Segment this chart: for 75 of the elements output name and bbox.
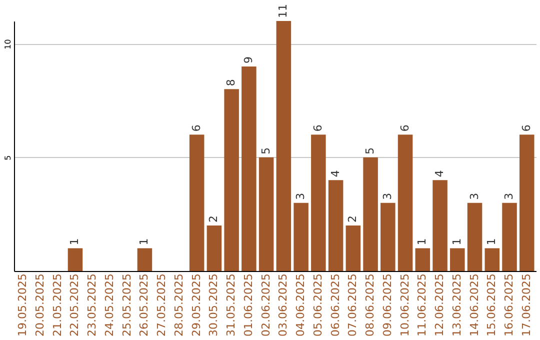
- data-label: 4: [328, 170, 342, 178]
- bar: [189, 134, 204, 271]
- bar: [258, 157, 274, 271]
- x-tick-label: 22.05.2025: [68, 274, 82, 336]
- x-tick-label: 16.06.2025: [502, 274, 516, 336]
- x-tick-label: 06.06.2025: [328, 274, 342, 336]
- x-tick-label: 09.06.2025: [380, 274, 394, 336]
- bar: [380, 202, 396, 271]
- x-tick-label: 29.05.2025: [190, 274, 203, 336]
- data-label: 1: [450, 238, 464, 246]
- data-label: 9: [242, 56, 255, 64]
- x-tick-label: 26.05.2025: [138, 274, 151, 336]
- bar: [224, 89, 239, 271]
- data-label: 1: [485, 238, 498, 246]
- x-tick-label: 05.06.2025: [311, 274, 324, 336]
- x-tick-label: 03.06.2025: [276, 274, 290, 336]
- x-tick-label: 02.06.2025: [259, 274, 272, 336]
- x-tick-label: 19.05.2025: [16, 274, 30, 336]
- data-label: 3: [468, 192, 481, 200]
- bar: [363, 157, 378, 271]
- x-tick-label: 24.05.2025: [102, 274, 116, 336]
- x-tick-label: 12.06.2025: [433, 274, 446, 336]
- x-tick-label: 27.05.2025: [155, 274, 168, 336]
- bar: [502, 202, 517, 271]
- bar: [206, 226, 222, 271]
- data-label: 3: [502, 192, 516, 200]
- bar: [346, 226, 361, 271]
- data-label: 6: [311, 124, 324, 132]
- data-label: 2: [207, 216, 220, 223]
- x-tick-label: 30.05.2025: [207, 274, 220, 336]
- x-tick-label: 07.06.2025: [346, 274, 360, 336]
- data-label: 1: [138, 238, 151, 246]
- data-label: 11: [276, 4, 290, 18]
- bar: [311, 134, 326, 271]
- x-tick-label: 17.06.2025: [520, 274, 533, 336]
- data-label: 6: [520, 124, 533, 132]
- bar: [415, 248, 430, 271]
- data-label: 6: [398, 124, 412, 132]
- x-tick-label: 08.06.2025: [364, 274, 377, 336]
- x-tick-label: 31.05.2025: [224, 274, 238, 336]
- bar: [520, 134, 534, 271]
- data-label: 8: [224, 79, 238, 86]
- data-label: 1: [416, 238, 429, 246]
- bar: [276, 21, 292, 271]
- data-label: 3: [294, 192, 308, 200]
- data-label: 5: [364, 147, 377, 154]
- bar: [450, 248, 465, 271]
- x-tick-label: 25.05.2025: [120, 274, 134, 336]
- data-label: 3: [380, 192, 394, 200]
- x-tick-label: 11.06.2025: [416, 274, 429, 336]
- bar: [242, 66, 256, 271]
- bar: [294, 202, 308, 271]
- x-tick-label: 28.05.2025: [172, 274, 186, 336]
- bar: [398, 134, 413, 271]
- bar: [484, 248, 500, 271]
- data-label: 2: [346, 216, 360, 223]
- y-tick-label: 10: [4, 39, 12, 50]
- x-tick-label: 20.05.2025: [33, 274, 46, 336]
- data-label: 6: [190, 124, 203, 132]
- x-tick-label: 04.06.2025: [294, 274, 308, 336]
- bar: [467, 202, 482, 271]
- x-tick-label: 21.05.2025: [50, 274, 64, 336]
- bar: [137, 248, 152, 271]
- x-tick-label: 10.06.2025: [398, 274, 412, 336]
- x-tick-label: 23.05.2025: [86, 274, 99, 336]
- data-label: 5: [259, 147, 272, 154]
- bar: [328, 180, 344, 271]
- x-tick-label: 01.06.2025: [242, 274, 255, 336]
- bar: [68, 248, 83, 271]
- x-tick-label: 15.06.2025: [485, 274, 498, 336]
- data-label: 4: [433, 170, 446, 178]
- data-label: 1: [68, 238, 82, 246]
- x-tick-label: 13.06.2025: [450, 274, 464, 336]
- bar: [432, 180, 448, 271]
- x-tick-label: 14.06.2025: [468, 274, 481, 336]
